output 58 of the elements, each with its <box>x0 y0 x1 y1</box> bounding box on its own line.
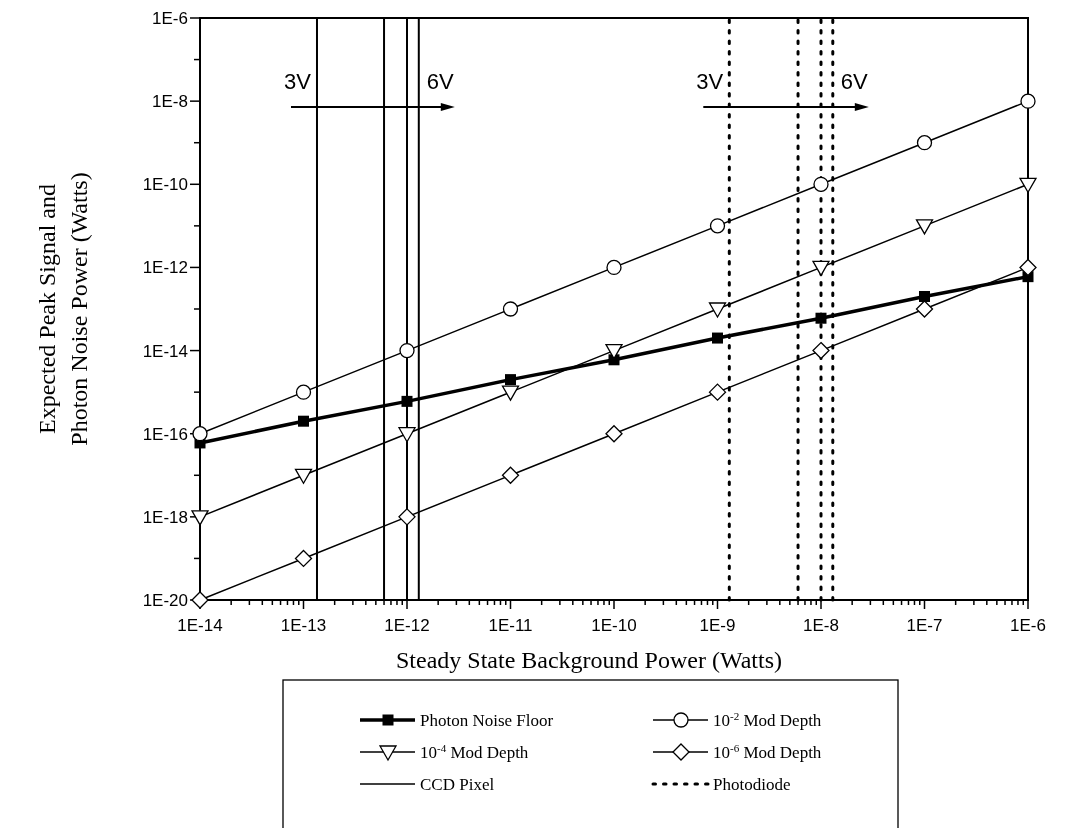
x-axis-title: Steady State Background Power (Watts) <box>396 647 782 673</box>
point <box>298 415 309 427</box>
point <box>709 218 726 234</box>
legend-label: 10$^{-2}$ Mod Depth <box>713 710 822 730</box>
point <box>813 176 829 192</box>
y-tick-label: 1E-20 <box>142 591 188 610</box>
point <box>294 549 313 568</box>
y-tick-label: 1E-8 <box>152 92 188 112</box>
point <box>294 468 313 484</box>
point <box>812 260 830 277</box>
legend-label: 10$^{-4}$ Mod Depth <box>420 742 529 762</box>
x-tick-label: 1E-7 <box>906 616 943 635</box>
point <box>502 301 519 317</box>
x-tick-label: 1E-11 <box>488 616 533 635</box>
point <box>605 425 623 443</box>
annotation: 6V <box>840 69 869 95</box>
point <box>812 341 830 360</box>
point <box>1019 258 1037 277</box>
y-tick-label: 1E-18 <box>142 507 188 527</box>
point <box>501 466 520 484</box>
y-tick-label: 1E-14 <box>142 341 188 361</box>
y-tick-label: 1E-16 <box>142 424 188 444</box>
legend-label: CCD Pixel <box>420 775 495 794</box>
point <box>815 312 827 324</box>
x-tick-label: 1E-13 <box>280 616 327 635</box>
point <box>708 302 727 318</box>
legend-label: Photon Noise Floor <box>420 711 554 730</box>
point <box>401 395 413 407</box>
x-tick-label: 1E-14 <box>177 616 223 635</box>
y-tick-label: 1E-6 <box>152 9 188 28</box>
legend-label: Photodiode <box>713 775 791 794</box>
point <box>916 135 933 151</box>
legend-label: 10$^{-6}$ Mod Depth <box>713 742 822 762</box>
point <box>295 384 312 400</box>
point <box>915 300 934 318</box>
point <box>708 383 727 401</box>
point <box>915 219 934 235</box>
point <box>398 427 416 443</box>
x-tick-label: 1E-6 <box>1010 616 1046 635</box>
point <box>1020 93 1036 109</box>
point <box>398 508 416 526</box>
point <box>712 332 723 344</box>
y-axis-title: Expected Peak Signal and Photon Noise Power (Watts) <box>34 172 92 446</box>
annotation: 3V <box>284 69 312 95</box>
point <box>1019 177 1037 193</box>
x-tick-label: 1E-12 <box>384 616 430 635</box>
annotation: 6V <box>426 69 455 95</box>
point <box>919 290 930 302</box>
annotation: 3V <box>696 69 724 95</box>
y-tick-label: 1E-12 <box>142 258 188 278</box>
x-tick-label: 1E-8 <box>803 616 839 635</box>
point <box>399 342 415 359</box>
x-tick-label: 1E-9 <box>699 616 736 635</box>
point <box>505 374 516 386</box>
y-tick-label: 1E-10 <box>142 175 188 195</box>
point <box>501 385 520 401</box>
x-tick-label: 1E-10 <box>591 616 637 635</box>
point <box>606 259 622 276</box>
